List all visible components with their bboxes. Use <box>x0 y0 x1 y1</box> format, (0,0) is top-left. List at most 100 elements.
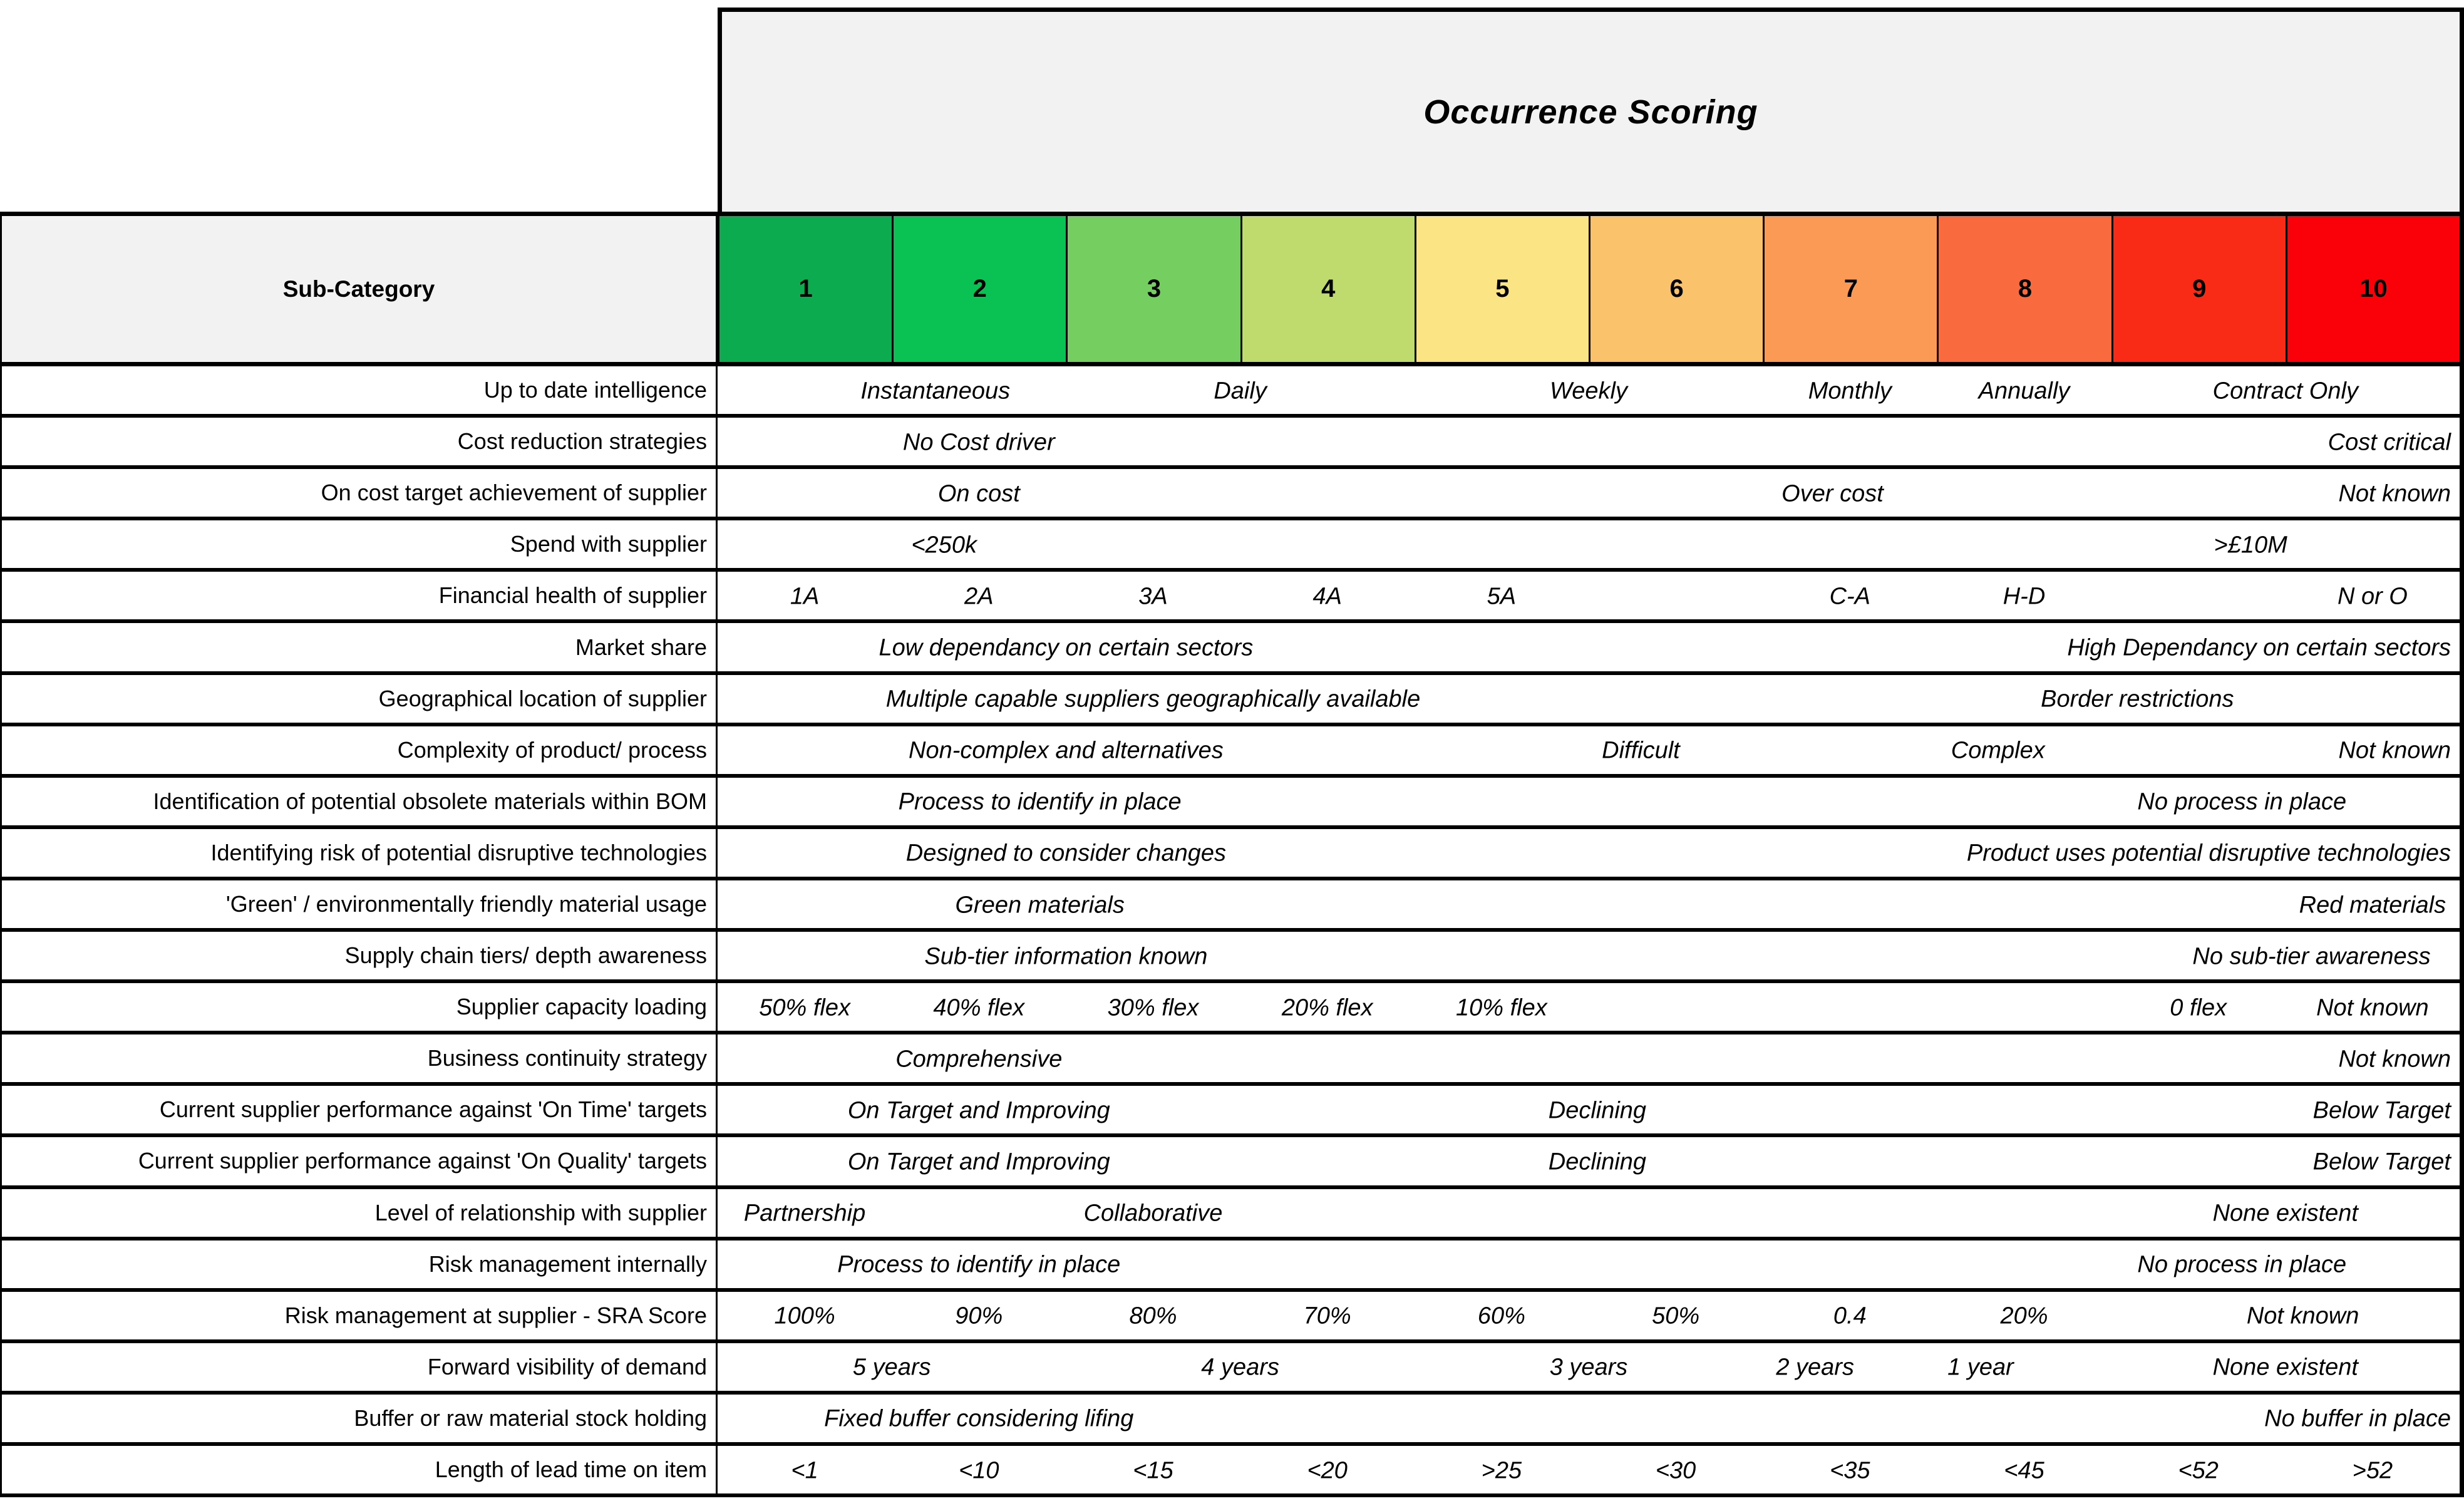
cell-value: 30% flex <box>1107 994 1199 1021</box>
table-row: On cost target achievement of supplier On… <box>0 469 2464 521</box>
table-row: Identifying risk of potential disruptive… <box>0 828 2464 880</box>
score-header-cell: 3 <box>1066 216 1240 362</box>
cell-value: 60% <box>1477 1302 1525 1329</box>
cell-value: 4 years <box>1201 1354 1279 1381</box>
row-label: Risk management internally <box>2 1240 718 1288</box>
cell-value: H-D <box>2003 583 2046 610</box>
cell-value: No process in place <box>2137 1251 2347 1278</box>
cell-value: Process to identify in place <box>898 788 1182 815</box>
cell-value: 5A <box>1487 583 1517 610</box>
cell-value: 3 years <box>1549 1354 1628 1381</box>
cell-value: Annually <box>1978 378 2070 405</box>
row-label: Level of relationship with supplier <box>2 1189 718 1237</box>
cell-value: Designed to consider changes <box>905 840 1226 867</box>
cell-value: Declining <box>1548 1148 1647 1175</box>
row-values: Comprehensive Not known <box>718 1034 2460 1082</box>
row-values: 1A 2A 3A 4A 5A C-A H-D N or O <box>718 572 2460 619</box>
cell-value: Sub-tier information known <box>924 943 1208 970</box>
score-header-cell: 6 <box>1589 216 1763 362</box>
row-values: Low dependancy on certain sectors High De… <box>718 623 2460 671</box>
cell-value: <30 <box>1655 1457 1696 1484</box>
cell-value: 0 flex <box>2170 994 2227 1021</box>
row-values: <1 <10 <15 <20 >25 <30 <35 <45 <52 >52 <box>718 1446 2460 1493</box>
row-label: Cost reduction strategies <box>2 418 718 466</box>
cell-value: Over cost <box>1781 480 1884 507</box>
cell-value: 100% <box>774 1302 835 1329</box>
table-row: Risk management at supplier - SRA Score 1… <box>0 1291 2464 1343</box>
occurrence-scoring-title-box: Occurrence Scoring <box>718 8 2464 212</box>
row-label: 'Green' / environmentally friendly mater… <box>2 880 718 929</box>
cell-value: 20% <box>2000 1302 2048 1329</box>
cell-value: Product uses potential disruptive techno… <box>1966 840 2451 867</box>
cell-value: 2A <box>964 583 994 610</box>
cell-value: Difficult <box>1602 737 1680 764</box>
score-header-cell: 4 <box>1240 216 1415 362</box>
cell-value: <52 <box>2178 1457 2219 1484</box>
table-row: Current supplier performance against 'On… <box>0 1137 2464 1189</box>
score-header-cell: 7 <box>1763 216 1937 362</box>
cell-value: Instantaneous <box>860 378 1011 405</box>
row-values: No Cost driver Cost critical <box>718 418 2460 465</box>
row-label: Supply chain tiers/ depth awareness <box>2 932 718 980</box>
row-label: Geographical location of supplier <box>2 674 718 723</box>
table-row: Current supplier performance against 'On… <box>0 1086 2464 1138</box>
cell-value: 3A <box>1138 583 1168 610</box>
cell-value: 4A <box>1312 583 1342 610</box>
row-values: Sub-tier information known No sub-tier aw… <box>718 932 2460 979</box>
score-header-cell: 5 <box>1414 216 1589 362</box>
cell-value: Partnership <box>743 1200 866 1227</box>
score-header-cell: 1 <box>718 216 892 362</box>
criteria-rows: Up to date intelligence Instantaneous Dail… <box>0 366 2464 1498</box>
cell-value: 1A <box>790 583 820 610</box>
cell-value: Border restrictions <box>2041 686 2234 713</box>
table-row: Spend with supplier <250k >£10M <box>0 520 2464 572</box>
cell-value: <20 <box>1307 1457 1348 1484</box>
row-label: Identifying risk of potential disruptive… <box>2 828 718 877</box>
row-values: Process to identify in place No process i… <box>718 778 2460 825</box>
cell-value: Non-complex and alternatives <box>909 737 1224 764</box>
score-header-row: Sub-Category 1 2 3 4 5 6 7 8 9 10 <box>0 212 2464 366</box>
row-label: On cost target achievement of supplier <box>2 469 718 517</box>
row-label: Identification of potential obsolete mat… <box>2 777 718 825</box>
table-row: Geographical location of supplier Multipl… <box>0 674 2464 726</box>
cell-value: Daily <box>1214 378 1267 405</box>
table-row: Supplier capacity loading 50% flex 40% fle… <box>0 983 2464 1035</box>
row-values: Green materials Red materials <box>718 880 2460 928</box>
row-values: <250k >£10M <box>718 520 2460 568</box>
table-row: Business continuity strategy Comprehensiv… <box>0 1034 2464 1086</box>
row-label: Current supplier performance against 'On… <box>2 1137 718 1185</box>
row-values: 50% flex 40% flex 30% flex 20% flex 10% flex… <box>718 983 2460 1031</box>
row-values: 5 years 4 years 3 years 2 years 1 year None e… <box>718 1343 2460 1391</box>
cell-value: Not known <box>2316 994 2429 1021</box>
cell-value: N or O <box>2337 583 2408 610</box>
cell-value: No process in place <box>2137 788 2347 815</box>
table-row: Supply chain tiers/ depth awareness Sub-t… <box>0 932 2464 984</box>
table-row: Market share Low dependancy on certain se… <box>0 623 2464 675</box>
cell-value: Red materials <box>2299 892 2446 918</box>
cell-value: On Target and Improving <box>847 1148 1110 1175</box>
cell-value: Below Target <box>2312 1148 2451 1175</box>
row-label: Buffer or raw material stock holding <box>2 1394 718 1442</box>
cell-value: No Cost driver <box>902 429 1055 456</box>
cell-value: 90% <box>955 1302 1003 1329</box>
cell-value: >25 <box>1481 1457 1522 1484</box>
cell-value: 50% <box>1652 1302 1700 1329</box>
row-values: Partnership Collaborative None existent <box>718 1189 2460 1237</box>
table-row: Risk management internally Process to ide… <box>0 1240 2464 1292</box>
table-row: Cost reduction strategies No Cost driver C… <box>0 418 2464 470</box>
cell-value: <15 <box>1133 1457 1173 1484</box>
cell-value: Weekly <box>1550 378 1627 405</box>
cell-value: <45 <box>2004 1457 2044 1484</box>
table-row: Identification of potential obsolete mat… <box>0 777 2464 829</box>
cell-value: Declining <box>1548 1097 1647 1124</box>
cell-value: <10 <box>959 1457 999 1484</box>
cell-value: Comprehensive <box>895 1046 1063 1073</box>
cell-value: 80% <box>1129 1302 1177 1329</box>
cell-value: None existent <box>2212 1200 2358 1227</box>
row-values: Instantaneous Daily Weekly Monthly Annually C… <box>718 366 2460 414</box>
cell-value: 20% flex <box>1281 994 1373 1021</box>
table-row: Length of lead time on item <1 <10 <15 <20 >2… <box>0 1445 2464 1498</box>
cell-value: <1 <box>791 1457 818 1484</box>
cell-value: High Dependancy on certain sectors <box>2067 634 2451 661</box>
